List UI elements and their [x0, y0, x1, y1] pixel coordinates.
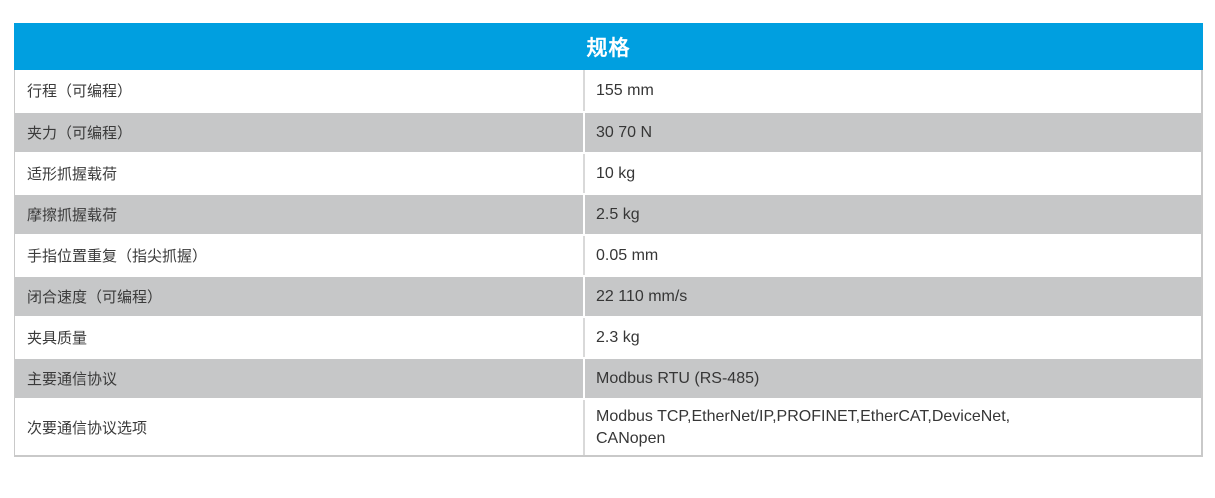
spec-label: 闭合速度（可编程） — [27, 289, 163, 306]
spec-row: 主要通信协议 Modbus RTU (RS-485) — [15, 357, 1201, 398]
spec-row: 行程（可编程） 155 mm — [15, 70, 1201, 111]
spec-value: 0.05 mm — [583, 236, 1201, 275]
spec-row: 手指位置重复（指尖抓握） 0.05 mm — [15, 234, 1201, 275]
spec-label: 摩擦抓握载荷 — [27, 207, 118, 224]
spec-label: 适形抓握载荷 — [27, 166, 118, 183]
spec-label: 夹力（可编程） — [27, 125, 133, 142]
spec-value: Modbus TCP,EtherNet/IP,PROFINET,EtherCAT… — [583, 400, 1201, 456]
spec-label: 手指位置重复（指尖抓握） — [27, 248, 208, 265]
spec-label: 夹具质量 — [27, 330, 88, 347]
spec-row: 夹力（可编程） 30 70 N — [15, 111, 1201, 152]
spec-rows: 行程（可编程） 155 mm 夹力（可编程） 30 70 N 适形抓握载荷 10… — [14, 70, 1203, 458]
spec-row: 夹具质量 2.3 kg — [15, 316, 1201, 357]
spec-value: 10 kg — [583, 154, 1201, 193]
spec-table: 规格 行程（可编程） 155 mm 夹力（可编程） 30 70 N 适形抓握载荷… — [14, 23, 1203, 458]
spec-table-title: 规格 — [586, 36, 631, 60]
spec-label: 主要通信协议 — [27, 371, 118, 388]
spec-value: Modbus RTU (RS-485) — [583, 359, 1201, 398]
spec-table-header: 规格 — [14, 23, 1203, 70]
spec-value: 2.3 kg — [583, 318, 1201, 357]
spec-value: 30 70 N — [583, 113, 1201, 152]
spec-label: 行程（可编程） — [27, 83, 133, 100]
spec-label: 次要通信协议选项 — [27, 420, 148, 438]
spec-row: 适形抓握载荷 10 kg — [15, 152, 1201, 193]
spec-row: 摩擦抓握载荷 2.5 kg — [15, 193, 1201, 234]
spec-row: 次要通信协议选项 Modbus TCP,EtherNet/IP,PROFINET… — [15, 398, 1201, 456]
spec-value: 155 mm — [583, 70, 1201, 111]
spec-row: 闭合速度（可编程） 22 110 mm/s — [15, 275, 1201, 316]
spec-value: 2.5 kg — [583, 195, 1201, 234]
spec-value: 22 110 mm/s — [583, 277, 1201, 316]
